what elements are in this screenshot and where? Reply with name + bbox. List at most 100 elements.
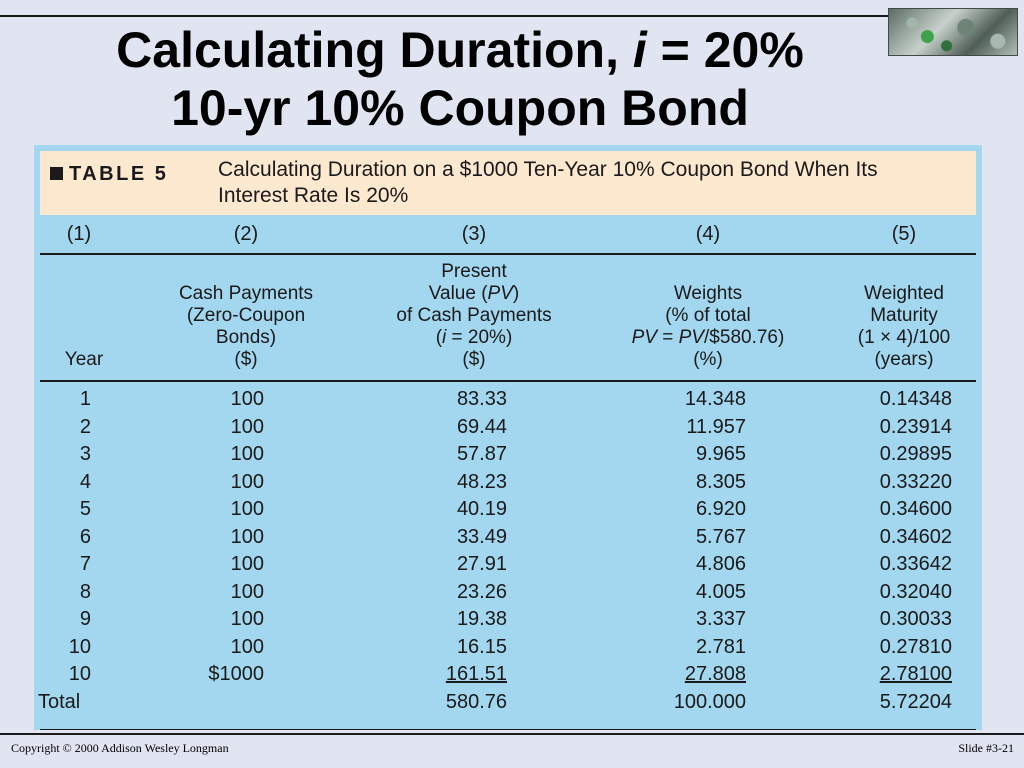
column-header-line: Cash Payments xyxy=(178,283,314,304)
column-header: Present Value (PV) of Cash Payments (i = 20… xyxy=(364,261,584,371)
table-cell: $1000 xyxy=(208,663,264,685)
table-cell: 8 xyxy=(79,580,91,603)
divider xyxy=(40,253,976,255)
column-header-line: Present xyxy=(441,261,507,282)
table-cell: 10 xyxy=(68,663,91,685)
duration-table: TABLE 5 Calculating Duration on a $1000 … xyxy=(34,145,982,730)
column-header-line: Weighted xyxy=(864,283,944,304)
slide-number: Slide #3-21 xyxy=(958,741,1014,755)
table-cell: 0.29895 xyxy=(879,443,952,465)
table-cell: 57.87 xyxy=(456,443,507,465)
table-cell: 0.34600 xyxy=(879,498,952,520)
table-cell: 2.78100 xyxy=(879,663,952,685)
column-header-line: (1 × 4)/100 xyxy=(857,327,951,348)
copyright-text: Copyright © 2000 Addison Wesley Longman xyxy=(11,741,229,755)
table-cell: 11.957 xyxy=(686,415,746,438)
table-caption: Calculating Duration on a $1000 Ten-Year… xyxy=(218,158,878,207)
table-cell: 4.005 xyxy=(695,580,746,603)
table-cell: 100 xyxy=(230,415,264,438)
column-header: Weights (% of total PV = PV/$580.76) (%) xyxy=(598,283,818,371)
column-number: (1) xyxy=(66,223,92,245)
column-header-line: (%) xyxy=(693,349,723,370)
table-cell: 100 xyxy=(230,443,264,465)
column-header-line: (i = 20%) xyxy=(435,327,513,348)
table-cell: 83.33 xyxy=(456,388,507,410)
total-label: Total xyxy=(38,690,81,713)
table-cell: 5 xyxy=(79,498,91,520)
table-cell: 0.34602 xyxy=(879,525,952,548)
column-header-line: ($) xyxy=(234,349,258,370)
table-cell: 4.806 xyxy=(695,553,746,575)
column-header-line: Weights xyxy=(673,283,743,304)
divider xyxy=(40,380,976,382)
column-header-line: Value (PV) xyxy=(428,283,520,304)
corner-decorative-image xyxy=(888,8,1018,56)
total-weighted-maturity: 5.72204 xyxy=(879,690,952,713)
table-cell: 100 xyxy=(230,470,264,493)
table-cell: 100 xyxy=(230,388,264,410)
column-number: (2) xyxy=(233,223,259,245)
column-header-line: Maturity xyxy=(870,305,938,326)
divider xyxy=(40,729,976,730)
table-cell: 100 xyxy=(230,525,264,548)
table-cell: 161.51 xyxy=(445,663,507,685)
table-cell: 5.767 xyxy=(695,525,746,548)
title-rule xyxy=(0,15,890,17)
table-cell: 27.808 xyxy=(684,663,746,685)
column-header-line: of Cash Payments xyxy=(396,305,552,326)
table-cell: 100 xyxy=(230,608,264,630)
table-cell: 1 xyxy=(79,388,91,410)
table-cell: 0.33642 xyxy=(879,553,952,575)
table-cell: 9 xyxy=(79,608,91,630)
table-cell: 0.23914 xyxy=(879,415,952,438)
table-cell: 14.348 xyxy=(684,388,746,410)
table-cell: 8.305 xyxy=(695,470,746,493)
table-cell: 27.91 xyxy=(456,553,507,575)
square-bullet-icon xyxy=(50,167,63,180)
table-cell: 0.27810 xyxy=(879,635,952,658)
table-cell: 0.33220 xyxy=(879,470,952,493)
table-cell: 3.337 xyxy=(695,608,746,630)
slide-title-line2: 10-yr 10% Coupon Bond xyxy=(171,80,749,136)
table-cell: 16.15 xyxy=(456,635,507,658)
table-cell: 0.30033 xyxy=(879,608,952,630)
table-cell: 100 xyxy=(230,635,264,658)
table-cell: 69.44 xyxy=(456,415,507,438)
table-cell: 0.32040 xyxy=(879,580,952,603)
table-cell: 100 xyxy=(230,553,264,575)
footer-rule xyxy=(0,733,1024,735)
column-header-line: (years) xyxy=(874,349,934,370)
table-cell: 100 xyxy=(230,498,264,520)
column-header-line: (Zero-Coupon xyxy=(186,305,306,326)
table-cell: 6 xyxy=(79,525,91,548)
column-header: Weighted Maturity (1 × 4)/100 (years) xyxy=(794,283,1014,371)
column-header-line: (% of total xyxy=(665,305,751,326)
column-number: (4) xyxy=(695,223,721,245)
table-label: TABLE 5 xyxy=(50,163,168,186)
table-cell: 23.26 xyxy=(456,580,507,603)
total-weight: 100.000 xyxy=(673,690,746,713)
table-cell: 0.14348 xyxy=(879,388,952,410)
table-cell: 7 xyxy=(79,553,91,575)
table-header-band: TABLE 5 Calculating Duration on a $1000 … xyxy=(40,151,976,215)
table-cell: 2 xyxy=(79,415,91,438)
table-cell: 48.23 xyxy=(456,470,507,493)
table-cell: 6.920 xyxy=(695,498,746,520)
column-header-line: ($) xyxy=(462,349,486,370)
total-pv: 580.76 xyxy=(445,690,507,713)
table-cell: 3 xyxy=(79,443,91,465)
slide-title-line1: Calculating Duration, i = 20% xyxy=(116,22,804,78)
table-cell: 9.965 xyxy=(695,443,746,465)
table-cell: 100 xyxy=(230,580,264,603)
table-cell: 40.19 xyxy=(456,498,507,520)
table-cell: 10 xyxy=(68,635,91,658)
table-cell: 19.38 xyxy=(456,608,507,630)
table-cell: 33.49 xyxy=(456,525,507,548)
year-header: Year xyxy=(64,349,104,370)
column-header-line: Bonds) xyxy=(215,327,277,348)
table-cell: 2.781 xyxy=(695,635,746,658)
column-header-line: PV = PV/$580.76) xyxy=(631,327,785,348)
table-cell: 4 xyxy=(79,470,91,493)
column-number: (3) xyxy=(461,223,487,245)
column-header: Cash Payments (Zero-Coupon Bonds) ($) xyxy=(136,283,356,371)
